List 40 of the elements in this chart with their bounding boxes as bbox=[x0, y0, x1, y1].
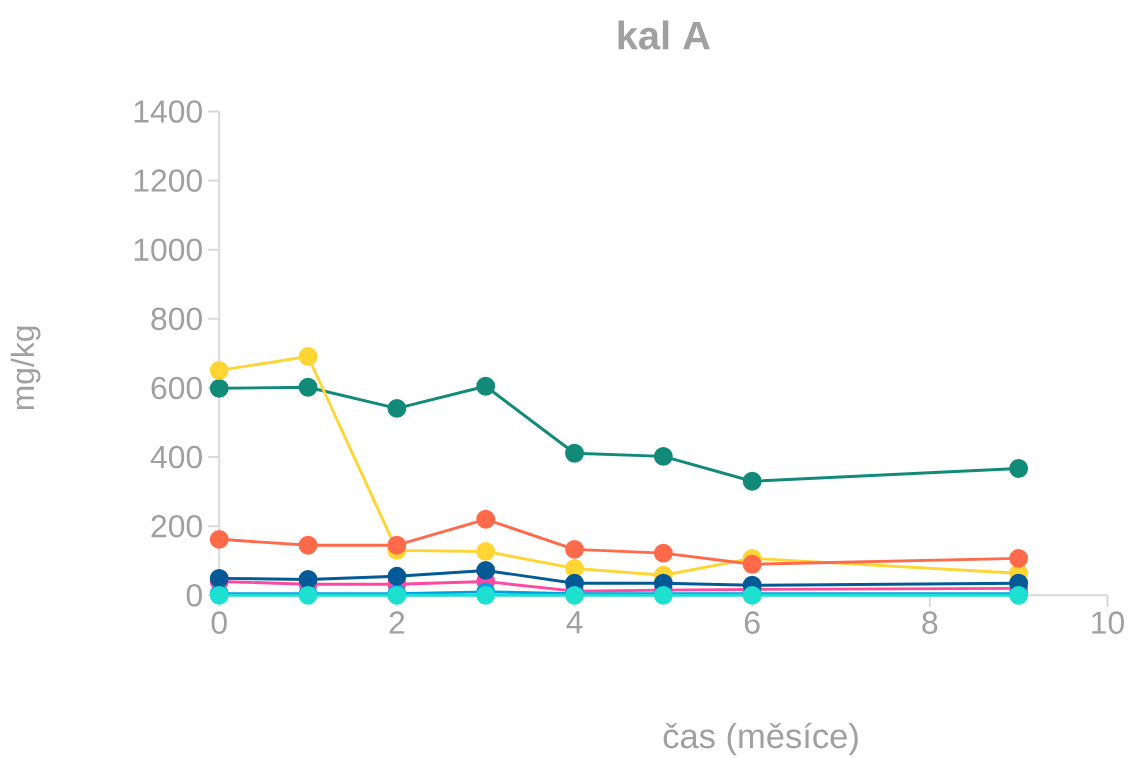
point bbox=[565, 443, 584, 463]
y-tick-label: 200 bbox=[151, 515, 202, 538]
y-tick-label: 1200 bbox=[134, 169, 202, 192]
x-tick-label: 10 bbox=[1092, 611, 1124, 634]
point bbox=[387, 399, 407, 418]
point bbox=[476, 542, 496, 561]
point bbox=[565, 559, 584, 578]
point bbox=[476, 509, 496, 529]
y-tick-label: 600 bbox=[151, 376, 202, 400]
point bbox=[209, 529, 229, 549]
x-tick-label: 4 bbox=[566, 611, 583, 634]
point bbox=[565, 540, 584, 559]
point bbox=[476, 561, 496, 580]
x-axis-title: čas (měsíce) bbox=[663, 722, 858, 756]
point bbox=[387, 535, 407, 555]
point bbox=[298, 570, 318, 589]
point bbox=[298, 347, 318, 367]
point bbox=[387, 566, 407, 586]
point bbox=[742, 471, 762, 491]
point bbox=[298, 377, 318, 397]
point bbox=[653, 447, 673, 466]
y-tick-label: 1400 bbox=[134, 100, 202, 123]
y-tick-label: 400 bbox=[150, 445, 202, 469]
point bbox=[1009, 459, 1029, 478]
y-tick-label: 0 bbox=[186, 584, 202, 607]
y-tick-label: 800 bbox=[151, 307, 202, 331]
point bbox=[1009, 548, 1029, 568]
point bbox=[476, 376, 496, 396]
chart-title: kal A bbox=[618, 20, 710, 50]
y-axis-title: mg/kg bbox=[10, 326, 41, 410]
point bbox=[209, 360, 229, 380]
x-tick-label: 8 bbox=[922, 611, 938, 634]
point bbox=[742, 554, 762, 574]
x-tick-label: 6 bbox=[744, 611, 760, 634]
point bbox=[209, 378, 229, 398]
x-tick-label: 0 bbox=[211, 611, 227, 634]
y-tick-label: 1000 bbox=[134, 238, 202, 262]
x-tick-label: 2 bbox=[389, 611, 405, 634]
point bbox=[298, 535, 318, 555]
point bbox=[653, 543, 673, 563]
